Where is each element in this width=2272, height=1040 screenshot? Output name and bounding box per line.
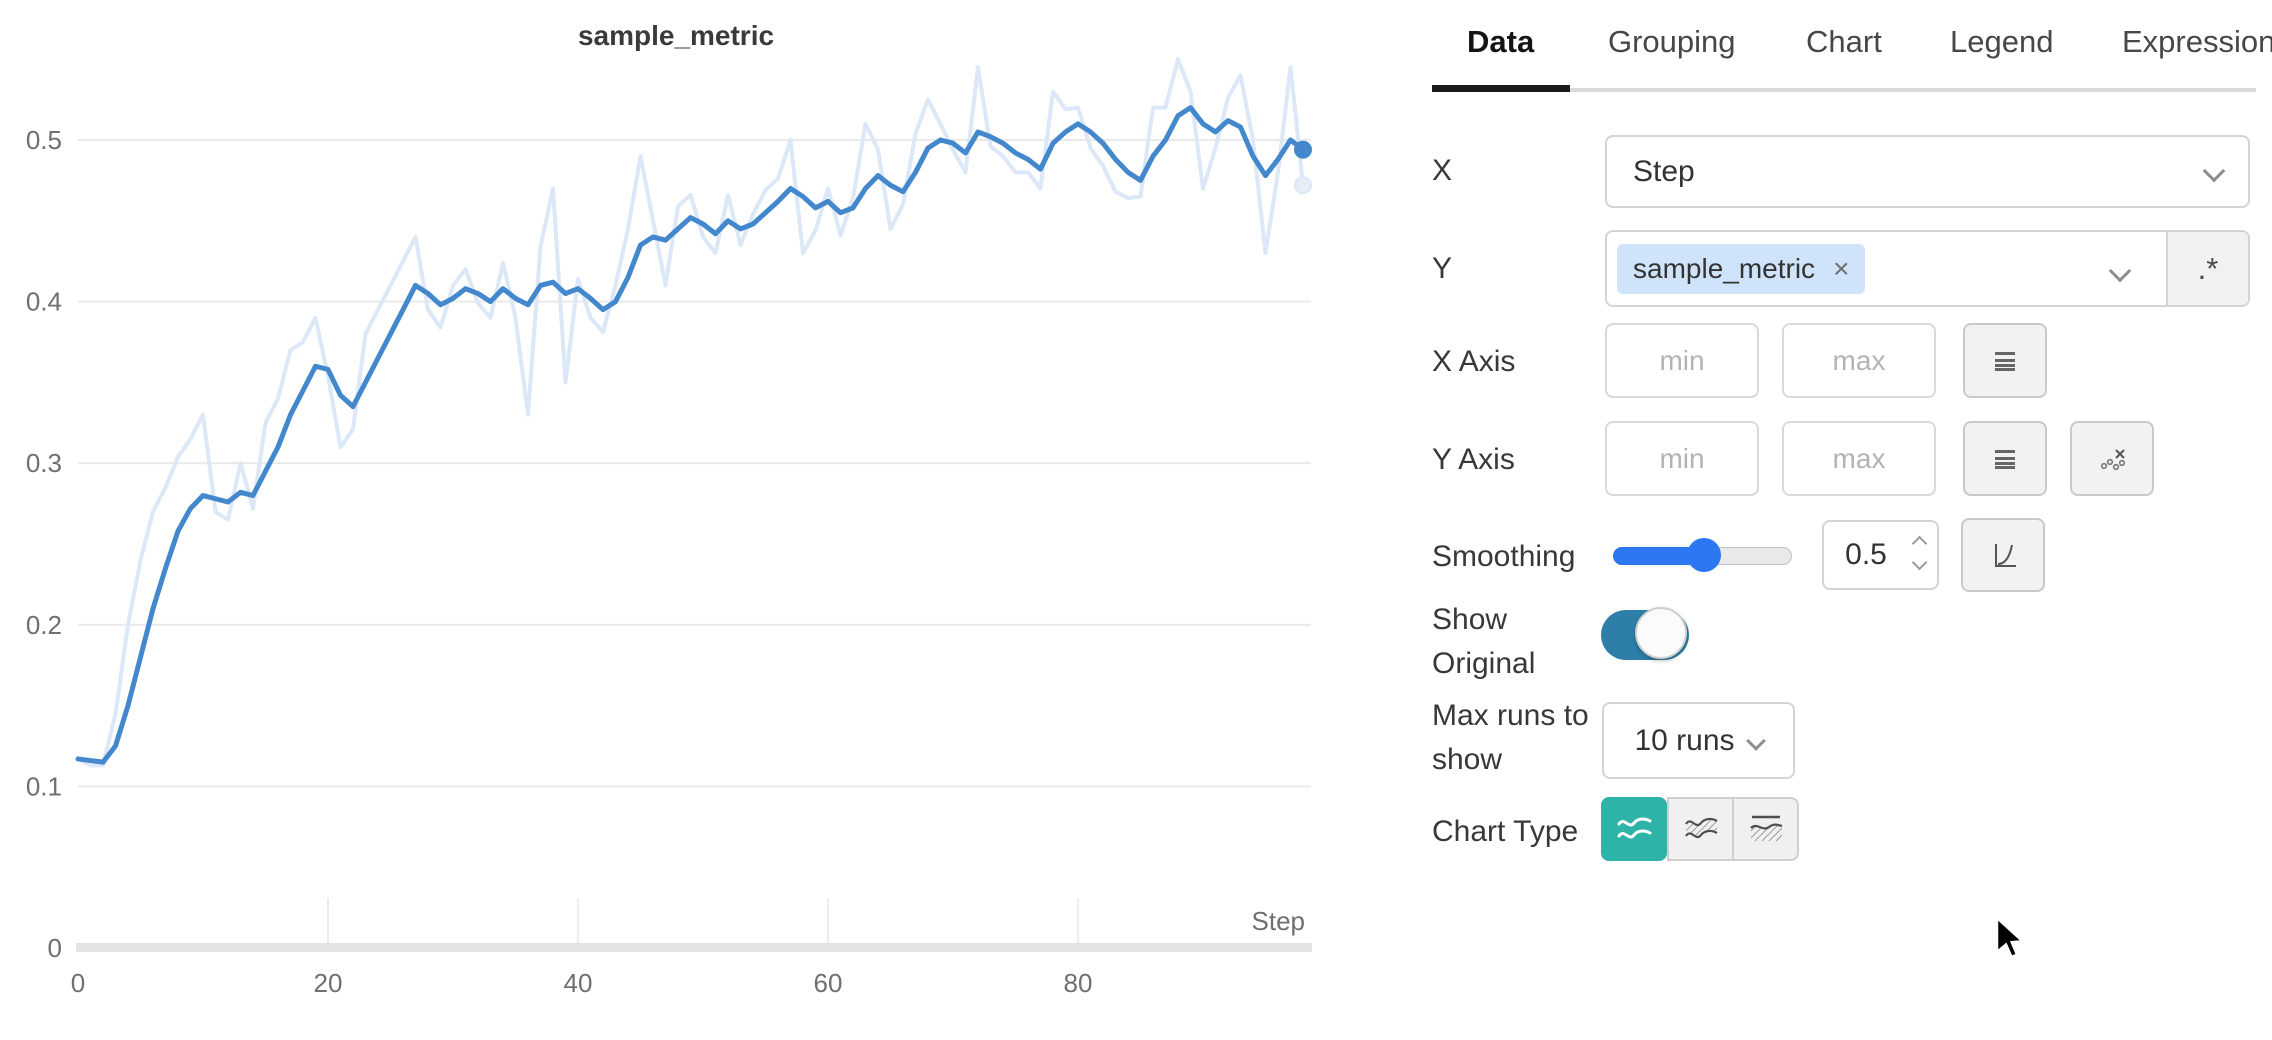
- log-scale-bars-icon: [1995, 449, 2015, 469]
- x-tick-label: 40: [564, 968, 593, 998]
- max-runs-label: Max runs to show: [1432, 699, 1589, 776]
- chart-title: sample_metric: [577, 20, 775, 51]
- series-line: [76, 57, 1305, 768]
- ignore-outliers-icon: [2100, 448, 2126, 470]
- x-axis-line: [76, 943, 1312, 952]
- log-scale-bars-icon: [1995, 351, 2015, 371]
- chart-type-percent-area-button[interactable]: [1733, 797, 1799, 861]
- y-metric-multiselect[interactable]: sample_metric × .*: [1605, 230, 2250, 307]
- regex-toggle-button[interactable]: .*: [2166, 232, 2248, 305]
- stepper-down-icon[interactable]: [1911, 554, 1928, 571]
- y-tick-label: 0.4: [26, 287, 62, 317]
- y-axis-min-input[interactable]: [1605, 421, 1759, 496]
- y-field-label: Y: [1432, 252, 1453, 285]
- y-tick-label: 0: [48, 933, 62, 963]
- x-field-label: X: [1432, 154, 1453, 187]
- percent-area-chart-icon: [1749, 815, 1782, 841]
- mouse-cursor: [1995, 916, 2026, 959]
- original-end-marker: [1294, 176, 1312, 195]
- tab-legend[interactable]: Legend: [1950, 24, 2054, 59]
- show-original-toggle[interactable]: [1601, 607, 1689, 660]
- smoothing-curve-icon: [1995, 544, 2016, 567]
- y-tick-label: 0.2: [26, 610, 62, 640]
- area-chart-icon: [1684, 817, 1718, 839]
- y-tick-label: 0.1: [26, 771, 62, 801]
- stepper-up-icon[interactable]: [1911, 535, 1928, 552]
- y-metric-tag-label: sample_metric: [1633, 253, 1816, 284]
- chart-type-line-button[interactable]: [1601, 797, 1667, 861]
- smoothing-label: Smoothing: [1432, 540, 1576, 573]
- y-axis-max-input[interactable]: [1782, 421, 1936, 496]
- toggle-knob: [1635, 607, 1687, 659]
- tab-chart[interactable]: Chart: [1806, 24, 1882, 59]
- max-runs-select[interactable]: 10 runs: [1602, 702, 1795, 779]
- x-axis-label: X Axis: [1432, 345, 1516, 378]
- x-metric-select[interactable]: Step: [1605, 135, 2250, 208]
- metric-line-chart[interactable]: 0 0.1 0.2 0.3 0.4 0.5 0 20 40 60 80 Step: [0, 0, 1350, 1040]
- y-axis-log-scale-button[interactable]: [1963, 421, 2047, 496]
- chevron-down-icon: [2108, 259, 2132, 283]
- x-axis-name: Step: [1252, 906, 1306, 936]
- chart-type-area-button[interactable]: [1667, 797, 1733, 861]
- x-tick-label: 0: [71, 968, 85, 998]
- y-tick-label: 0.3: [26, 448, 62, 478]
- chevron-down-icon: [2202, 159, 2226, 183]
- smoothing-slider-thumb[interactable]: [1687, 538, 1721, 572]
- chart-type-segmented-control[interactable]: [1601, 797, 1799, 861]
- max-runs-selected-value: 10 runs: [1634, 723, 1735, 757]
- x-tick-label: 80: [1064, 968, 1093, 998]
- smoothed-end-marker: [1294, 140, 1312, 159]
- line-chart-icon: [1617, 817, 1652, 839]
- x-axis-min-input[interactable]: [1605, 323, 1759, 398]
- tab-data[interactable]: Data: [1467, 24, 1535, 59]
- remove-tag-icon[interactable]: ×: [1833, 253, 1850, 284]
- smoothing-value-stepper[interactable]: [1822, 520, 1939, 590]
- smoothing-slider-fill: [1613, 547, 1705, 565]
- active-tab-underline: [1432, 85, 1570, 92]
- tab-bar-underline: [1432, 88, 2256, 92]
- x-axis-log-scale-button[interactable]: [1963, 323, 2047, 398]
- y-metric-tag[interactable]: sample_metric ×: [1617, 244, 1866, 294]
- show-original-label: Show Original: [1432, 603, 1536, 680]
- chart-type-label: Chart Type: [1432, 815, 1579, 848]
- series-line: [75, 105, 1306, 765]
- ignore-outliers-button[interactable]: [2070, 421, 2154, 496]
- chevron-down-icon: [1745, 730, 1766, 751]
- tab-grouping[interactable]: Grouping: [1608, 24, 1736, 59]
- y-metric-input-area[interactable]: sample_metric ×: [1607, 232, 2166, 305]
- y-axis-label: Y Axis: [1432, 443, 1515, 476]
- x-metric-selected-value: Step: [1633, 155, 1695, 188]
- y-tick-label: 0.5: [26, 125, 62, 155]
- tab-expressions[interactable]: Expressions: [2122, 24, 2272, 59]
- smoothing-value-input[interactable]: [1824, 522, 1908, 588]
- x-tick-label: 20: [314, 968, 343, 998]
- smoothing-type-button[interactable]: [1961, 518, 2045, 592]
- x-axis-max-input[interactable]: [1782, 323, 1936, 398]
- x-tick-label: 60: [814, 968, 843, 998]
